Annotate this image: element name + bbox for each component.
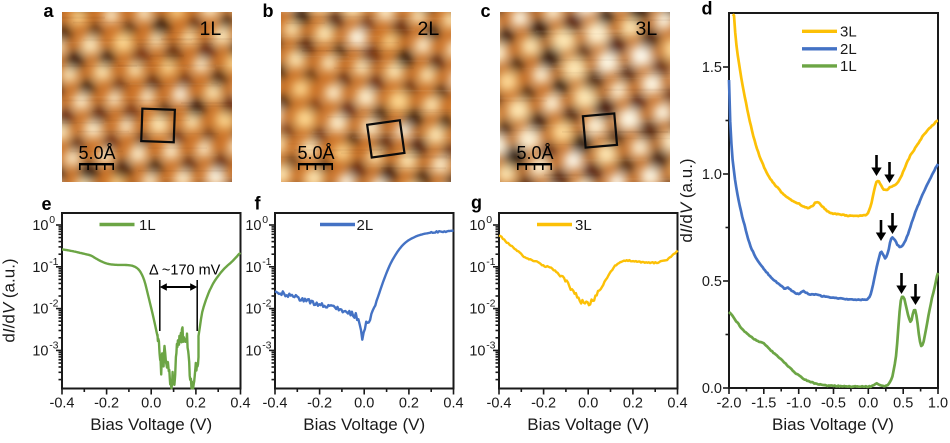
svg-text:0.4: 0.4 — [230, 396, 250, 412]
svg-text:0.5: 0.5 — [893, 396, 913, 412]
svg-text:-1: -1 — [262, 256, 271, 268]
svg-text:-3: -3 — [486, 339, 495, 351]
svg-text:-2.0: -2.0 — [717, 396, 742, 412]
svg-text:5.0Å: 5.0Å — [298, 143, 335, 163]
svg-text:-0.2: -0.2 — [94, 396, 119, 412]
svg-text:0.0: 0.0 — [578, 396, 598, 412]
svg-text:a: a — [44, 1, 55, 21]
svg-text:3L: 3L — [575, 217, 592, 234]
svg-text:0.2: 0.2 — [399, 396, 419, 412]
svg-text:0.0: 0.0 — [354, 396, 374, 412]
svg-text:0.0: 0.0 — [858, 396, 878, 412]
svg-text:-0.4: -0.4 — [263, 396, 288, 412]
svg-text:Δ ~170 mV: Δ ~170 mV — [149, 263, 221, 279]
svg-text:-1: -1 — [486, 256, 495, 268]
svg-text:-1.0: -1.0 — [786, 396, 811, 412]
svg-text:1L: 1L — [200, 18, 222, 40]
svg-text:0.2: 0.2 — [623, 396, 643, 412]
svg-text:d: d — [702, 0, 713, 19]
svg-text:Bias Voltage (V): Bias Voltage (V) — [303, 415, 425, 434]
svg-text:10: 10 — [469, 260, 485, 276]
svg-text:0: 0 — [486, 214, 492, 226]
svg-text:-0.2: -0.2 — [531, 396, 556, 412]
svg-text:0.0: 0.0 — [141, 396, 161, 412]
svg-text:0.4: 0.4 — [443, 396, 463, 412]
svg-text:1L: 1L — [840, 58, 857, 75]
svg-text:2L: 2L — [840, 41, 857, 58]
svg-text:2L: 2L — [418, 18, 440, 40]
svg-text:-1: -1 — [49, 256, 58, 268]
svg-text:Bias Voltage (V): Bias Voltage (V) — [90, 415, 212, 434]
svg-text:dI/dV (a.u.): dI/dV (a.u.) — [677, 158, 696, 242]
svg-text:10: 10 — [32, 343, 48, 359]
svg-text:2L: 2L — [357, 217, 374, 234]
svg-text:10: 10 — [245, 218, 261, 234]
svg-text:0.4: 0.4 — [667, 396, 687, 412]
svg-text:10: 10 — [32, 218, 48, 234]
svg-text:10: 10 — [245, 343, 261, 359]
svg-text:10: 10 — [469, 343, 485, 359]
svg-text:1.5: 1.5 — [702, 60, 722, 76]
svg-text:10: 10 — [245, 260, 261, 276]
svg-text:1L: 1L — [139, 217, 156, 234]
svg-text:g: g — [471, 193, 482, 213]
svg-text:3L: 3L — [840, 24, 857, 41]
svg-text:dI/dV (a.u.): dI/dV (a.u.) — [0, 258, 19, 342]
svg-text:-0.4: -0.4 — [487, 396, 512, 412]
svg-text:0: 0 — [262, 214, 268, 226]
svg-text:5.0Å: 5.0Å — [79, 143, 116, 163]
svg-text:0: 0 — [49, 214, 55, 226]
svg-text:-0.2: -0.2 — [307, 396, 332, 412]
svg-text:-2: -2 — [49, 298, 58, 310]
svg-text:1.0: 1.0 — [702, 167, 722, 183]
svg-text:-3: -3 — [49, 339, 58, 351]
svg-text:3L: 3L — [636, 18, 658, 40]
svg-text:5.0Å: 5.0Å — [517, 143, 554, 163]
svg-text:b: b — [263, 1, 274, 21]
svg-text:-2: -2 — [262, 298, 271, 310]
svg-text:-2: -2 — [486, 298, 495, 310]
svg-text:1.0: 1.0 — [928, 396, 948, 412]
svg-text:-1.5: -1.5 — [751, 396, 776, 412]
svg-text:c: c — [481, 1, 491, 21]
svg-text:10: 10 — [469, 302, 485, 318]
svg-text:10: 10 — [32, 260, 48, 276]
svg-text:-0.4: -0.4 — [50, 396, 75, 412]
svg-text:0.2: 0.2 — [186, 396, 206, 412]
svg-text:0.5: 0.5 — [702, 274, 722, 290]
svg-text:Bias Voltage (V): Bias Voltage (V) — [772, 415, 894, 434]
svg-text:Bias Voltage (V): Bias Voltage (V) — [527, 415, 649, 434]
svg-text:-3: -3 — [262, 339, 271, 351]
svg-text:10: 10 — [32, 302, 48, 318]
svg-text:f: f — [255, 194, 262, 214]
svg-text:10: 10 — [469, 218, 485, 234]
svg-text:e: e — [42, 194, 52, 214]
svg-text:10: 10 — [245, 302, 261, 318]
svg-text:-0.5: -0.5 — [821, 396, 846, 412]
